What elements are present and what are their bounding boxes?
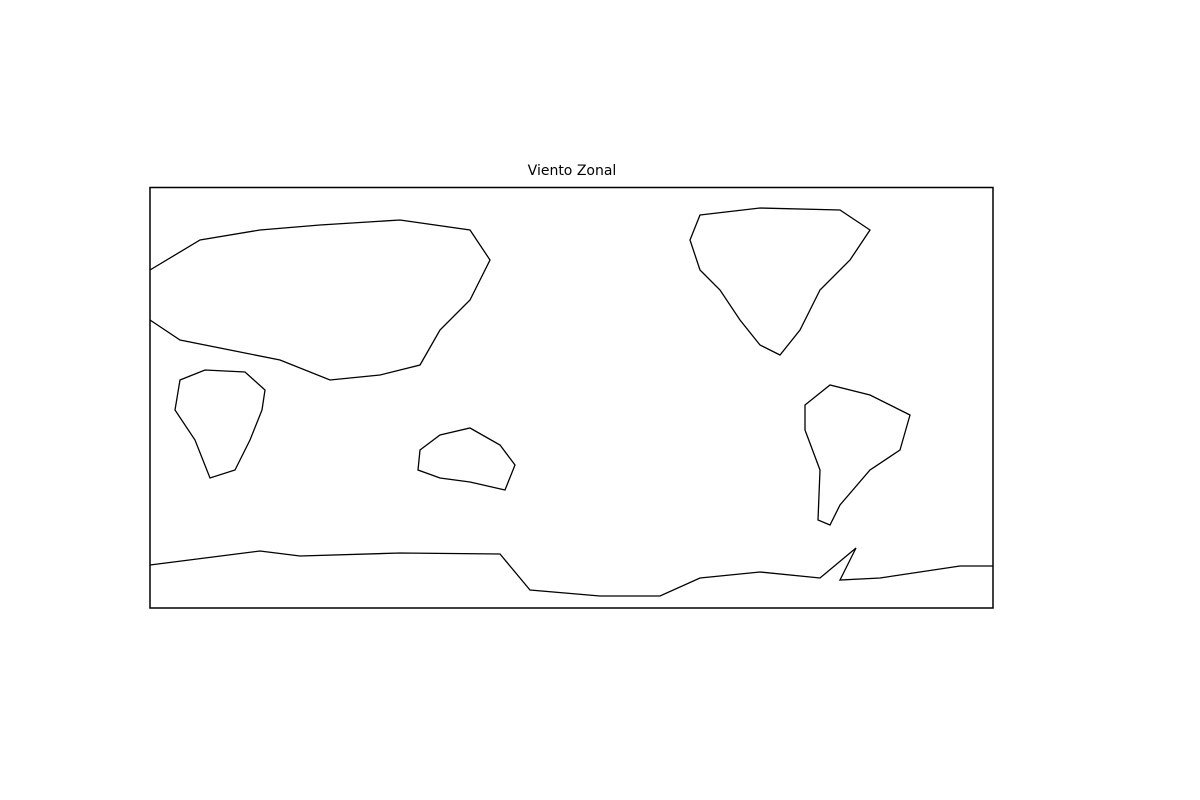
coastline — [149, 219, 491, 381]
coastline — [174, 369, 266, 479]
coastlines — [149, 207, 993, 597]
coastline — [149, 547, 993, 597]
coastline — [417, 427, 516, 491]
coastline — [689, 207, 871, 356]
map-frame — [149, 186, 994, 609]
map-title: Viento Zonal — [528, 163, 617, 179]
coastline — [804, 384, 911, 526]
